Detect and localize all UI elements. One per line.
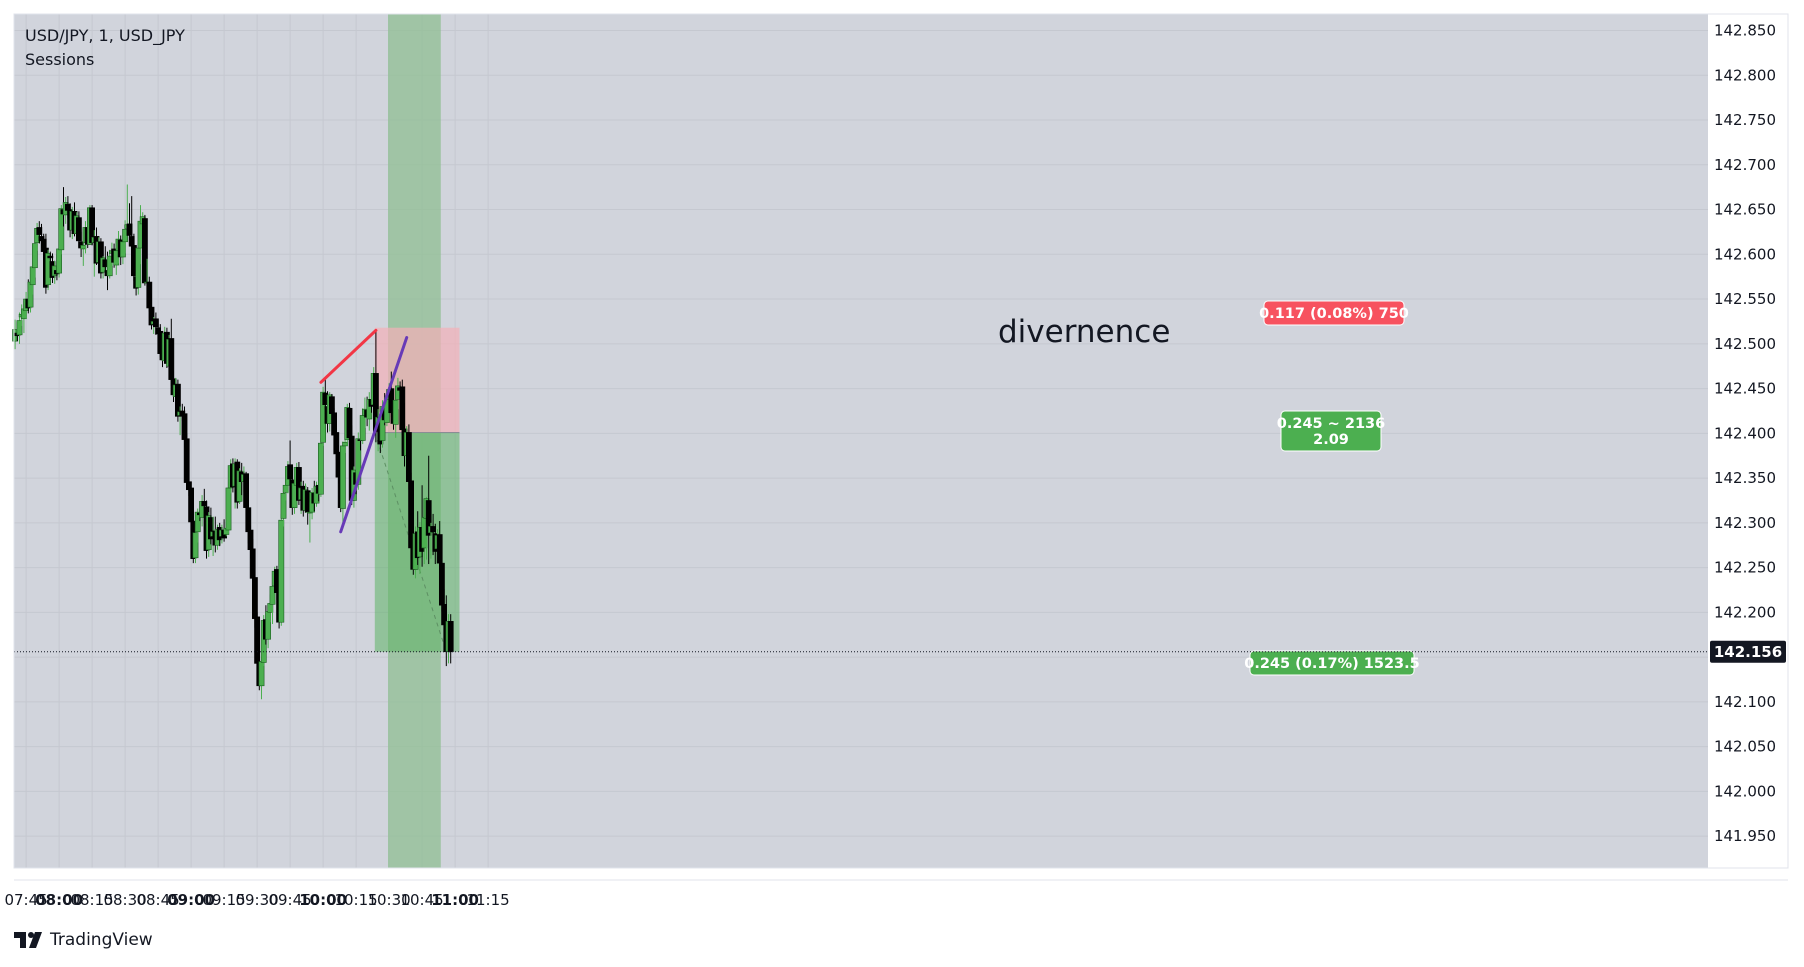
price-tick-label: 141.950 xyxy=(1714,827,1776,845)
candle-body xyxy=(318,443,323,494)
price-tick-label: 142.500 xyxy=(1714,335,1776,353)
risk-reward-label-text: 2.09 xyxy=(1313,432,1349,448)
candle-body xyxy=(279,520,284,622)
price-tick-label: 142.450 xyxy=(1714,380,1776,398)
candle-body xyxy=(340,446,345,509)
tradingview-wordmark: TradingView xyxy=(50,930,153,950)
time-tick-label: 11:15 xyxy=(466,891,509,909)
divergence-annotation: divernence xyxy=(998,314,1170,350)
symbol-title[interactable]: USD/JPY, 1, USD_JPY xyxy=(25,24,185,48)
price-tick-label: 142.400 xyxy=(1714,424,1776,442)
sessions-indicator-label[interactable]: Sessions xyxy=(25,48,185,72)
stop-label-text: 0.117 (0.08%) 750 xyxy=(1259,306,1409,322)
price-tick-label: 142.100 xyxy=(1714,693,1776,711)
current-price-label: 142.156 xyxy=(1714,643,1782,661)
price-tick-label: 142.350 xyxy=(1714,469,1776,487)
candle xyxy=(318,438,323,497)
price-tick-label: 142.800 xyxy=(1714,66,1776,84)
price-tick-label: 142.550 xyxy=(1714,290,1776,308)
tradingview-branding[interactable]: TradingView xyxy=(14,930,153,950)
stop-label: 0.117 (0.08%) 750 xyxy=(1259,301,1409,325)
chart-legend: USD/JPY, 1, USD_JPY Sessions xyxy=(25,24,185,72)
price-tick-label: 142.850 xyxy=(1714,22,1776,40)
price-tick-label: 142.750 xyxy=(1714,111,1776,129)
price-tick-label: 142.000 xyxy=(1714,782,1776,800)
candle-body xyxy=(226,488,231,530)
candle xyxy=(279,514,284,626)
price-tick-label: 142.650 xyxy=(1714,201,1776,219)
price-tick-label: 142.700 xyxy=(1714,156,1776,174)
plot-area[interactable] xyxy=(14,14,1788,882)
target-label: 0.245 (0.17%) 1523.5 xyxy=(1244,651,1419,675)
price-tick-label: 142.200 xyxy=(1714,603,1776,621)
price-tick-label: 142.050 xyxy=(1714,738,1776,756)
candle-body xyxy=(448,621,453,651)
target-label-text: 0.245 (0.17%) 1523.5 xyxy=(1244,656,1419,672)
price-tick-label: 142.250 xyxy=(1714,559,1776,577)
price-tick-label: 142.600 xyxy=(1714,245,1776,263)
price-tick-label: 142.300 xyxy=(1714,514,1776,532)
tradingview-logo-icon xyxy=(14,932,44,948)
risk-reward-label-text: 0.245 ~ 2136 xyxy=(1277,416,1385,432)
candle-body xyxy=(184,439,189,483)
